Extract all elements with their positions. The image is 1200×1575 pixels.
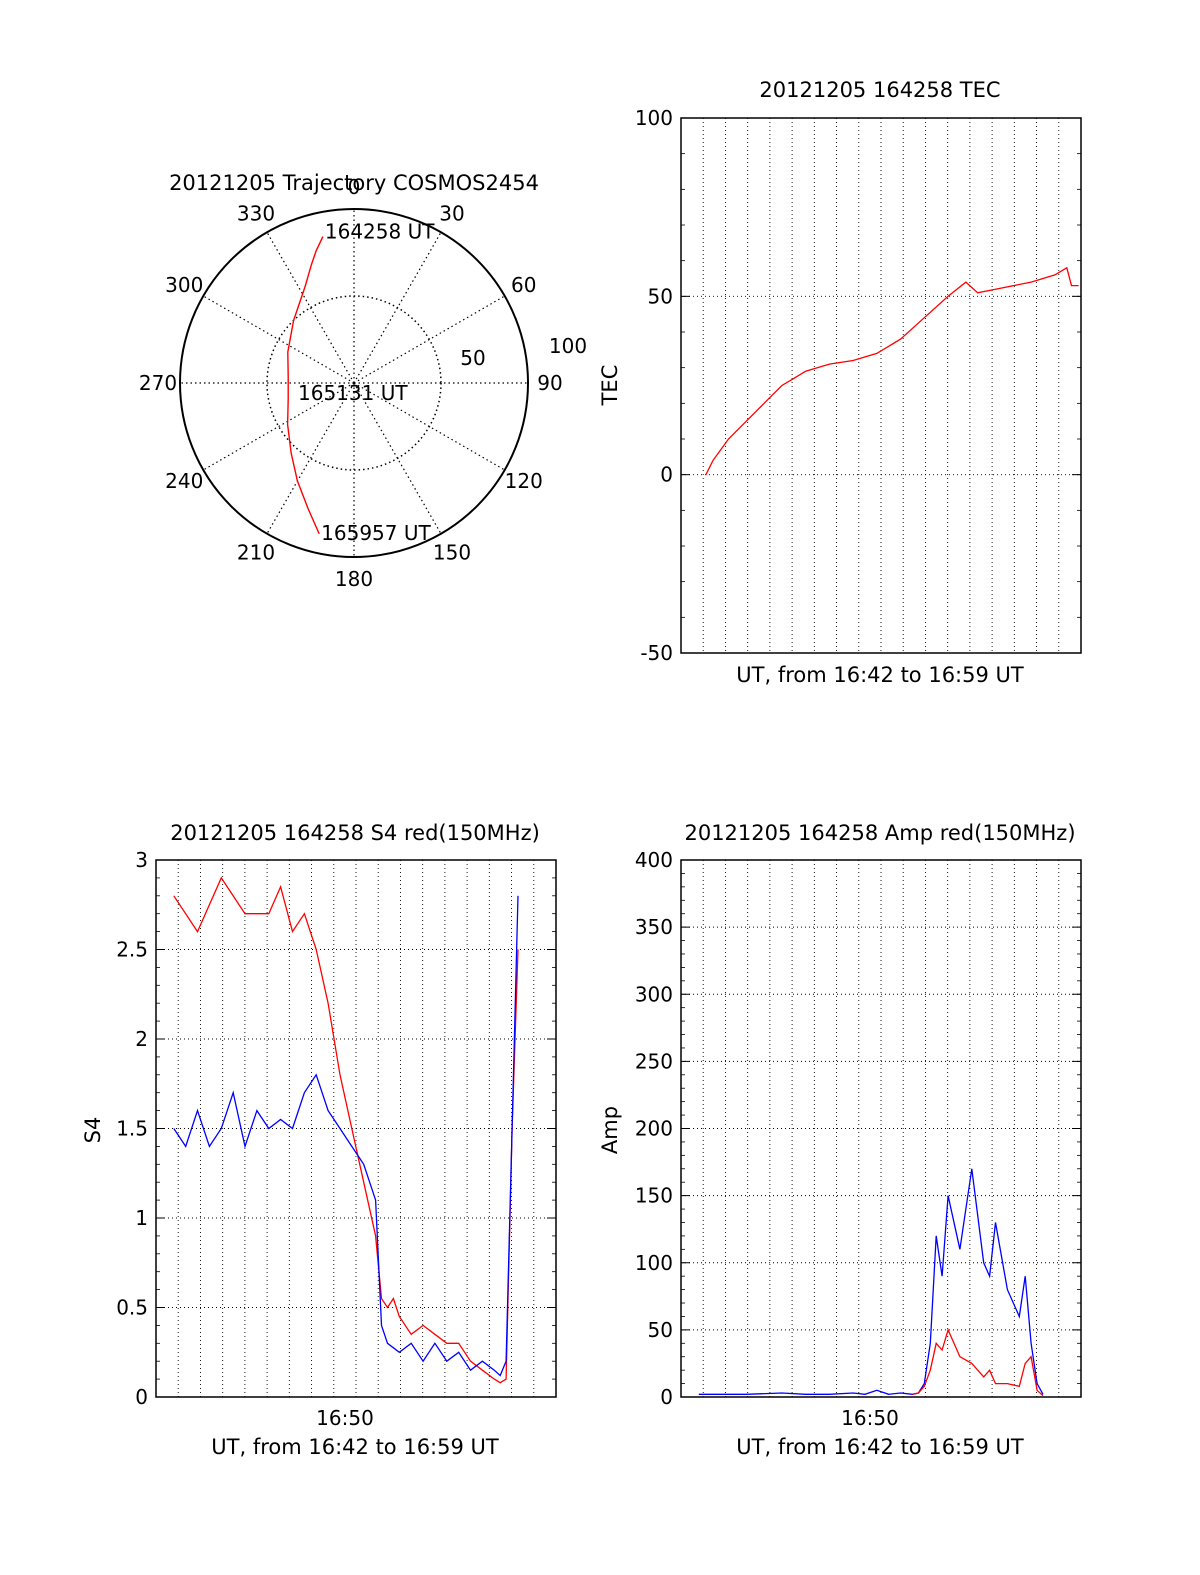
s4-chart: 20121205 164258 S4 red(150MHz) UT, from … [81,821,557,1459]
tec-ylabel: TEC [598,365,622,407]
amp-ytick-label: 100 [635,1251,673,1275]
polar-spoke-300 [203,295,355,384]
amp-ytick-label: 0 [660,1385,673,1409]
s4-ytick-label: 2 [135,1027,148,1051]
s4-ytick-label: 3 [135,848,148,872]
s4-ytick-label: 1.5 [116,1117,148,1141]
polar-angle-label-150: 150 [433,541,471,565]
amp-series-red [912,1328,1044,1397]
amp-series-blue [698,1168,1044,1395]
polar-radial-label-100: 100 [549,334,587,358]
s4-ytick-label: 2.5 [116,938,148,962]
polar-angle-label-210: 210 [237,541,275,565]
polar-angle-label-180: 180 [335,567,373,591]
amp-chart: 20121205 164258 Amp red(150MHz) UT, from… [598,821,1082,1459]
tec-axes-frame [680,117,1082,654]
s4-ylabel: S4 [81,1117,105,1144]
trajectory-end-label: 165957 UT [321,521,431,545]
s4-ytick-label: 1 [135,1206,148,1230]
amp-ytick-label: 400 [635,848,673,872]
s4-series-red [173,876,519,1384]
tec-ytick-label: 50 [648,284,673,308]
trajectory-start-label: 164258 UT [325,220,435,244]
s4-ytick-label: 0.5 [116,1296,148,1320]
tec-chart: 20121205 164258 TEC UT, from 16:42 to 16… [598,78,1082,687]
polar-angle-label-240: 240 [165,469,203,493]
s4-title: 20121205 164258 S4 red(150MHz) [170,821,540,845]
tec-title: 20121205 164258 TEC [759,78,1000,102]
amp-ytick-label: 50 [648,1318,673,1342]
trajectory-title: 20121205 Trajectory COSMOS2454 [169,171,539,195]
s4-series-blue [173,895,519,1377]
amp-ytick-label: 250 [635,1049,673,1073]
tec-xlabel: UT, from 16:42 to 16:59 UT [736,663,1024,687]
polar-spoke-210 [266,382,355,534]
amp-ylabel: Amp [598,1106,622,1154]
polar-ring-50 [266,295,442,471]
s4-xtick-label: 16:50 [316,1406,374,1430]
amp-title: 20121205 164258 Amp red(150MHz) [684,821,1075,845]
trajectory-mid-label: 165131 UT [298,381,408,405]
amp-ytick-label: 300 [635,982,673,1006]
polar-spoke-240 [203,382,355,471]
polar-angle-label-60: 60 [511,273,536,297]
amp-xlabel: UT, from 16:42 to 16:59 UT [736,1435,1024,1459]
polar-radial-label-50: 50 [460,346,485,370]
amp-ytick-label: 200 [635,1117,673,1141]
polar-angle-label-330: 330 [237,201,275,225]
polar-angle-label-300: 300 [165,273,203,297]
s4-axes-frame [155,859,557,1398]
tec-ytick-label: 0 [660,463,673,487]
polar-outer-ring [179,208,529,558]
polar-angle-label-0: 0 [348,175,361,199]
s4-xlabel: UT, from 16:42 to 16:59 UT [211,1435,499,1459]
polar-angle-label-30: 30 [439,201,464,225]
tec-series-red [705,266,1079,475]
amp-axes-frame [680,859,1082,1398]
amp-ytick-label: 150 [635,1184,673,1208]
polar-angle-label-90: 90 [537,371,562,395]
amp-xtick-label: 16:50 [841,1406,899,1430]
amp-ytick-label: 350 [635,915,673,939]
polar-spoke-330 [266,232,355,384]
s4-ytick-label: 0 [135,1385,148,1409]
trajectory-polar-plot: 20121205 Trajectory COSMOS2454 0 30 60 90 12… [139,171,587,591]
tec-ytick-label: -50 [640,641,673,665]
polar-angle-label-270: 270 [139,371,177,395]
polar-angle-label-120: 120 [505,469,543,493]
trajectory-line [286,236,324,535]
tec-ytick-label: 100 [635,106,673,130]
